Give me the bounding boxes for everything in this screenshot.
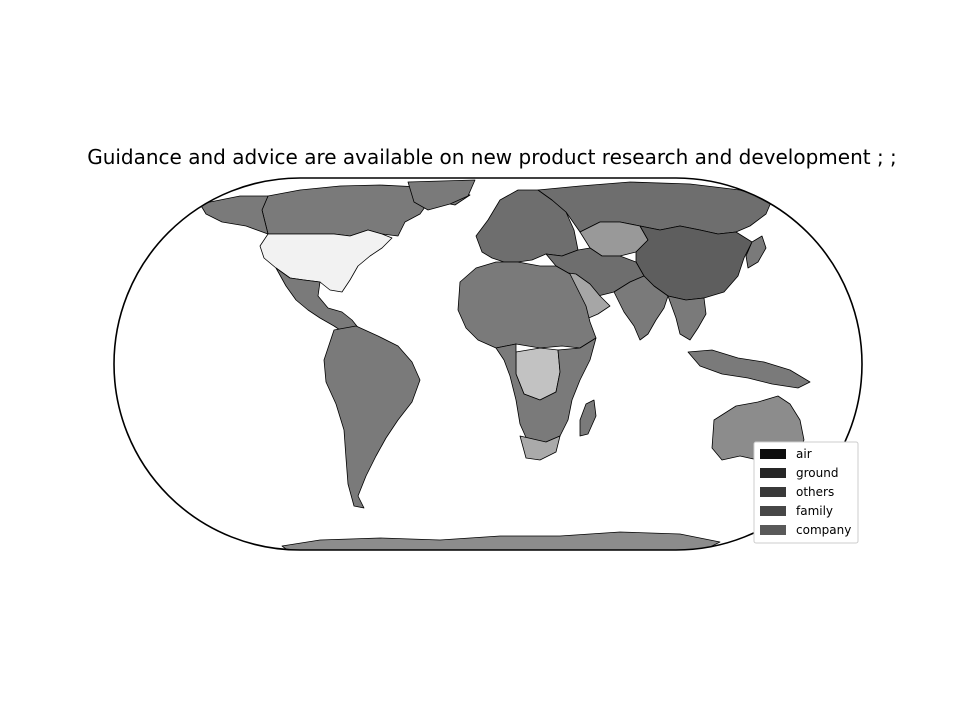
map-area <box>113 177 863 551</box>
legend-label-ground: ground <box>796 466 838 480</box>
legend-swatch-family <box>760 506 786 516</box>
region-mexico-central-america <box>275 267 361 335</box>
legend-swatch-others <box>760 487 786 497</box>
region-antarctica <box>281 531 721 550</box>
region-indonesia <box>687 349 811 389</box>
legend-swatch-company <box>760 525 786 535</box>
region-north-africa <box>457 261 597 349</box>
legend-label-air: air <box>796 447 812 461</box>
legend-swatch-ground <box>760 468 786 478</box>
legend-label-family: family <box>796 504 833 518</box>
region-japan <box>745 235 767 269</box>
globe-outline <box>113 177 863 551</box>
legend: air ground others family company <box>753 441 859 544</box>
region-south-america <box>323 325 421 509</box>
region-southern-africa <box>495 337 597 443</box>
region-south-africa <box>519 435 561 461</box>
map-title: Guidance and advice are available on new… <box>87 145 897 169</box>
region-india <box>613 275 669 341</box>
region-southeast-asia <box>667 295 707 341</box>
legend-label-others: others <box>796 485 834 499</box>
region-madagascar <box>579 399 597 437</box>
legend-swatch-air <box>760 449 786 459</box>
region-greenland <box>407 179 476 211</box>
legend-label-company: company <box>796 523 851 537</box>
legend-frame <box>753 441 859 544</box>
